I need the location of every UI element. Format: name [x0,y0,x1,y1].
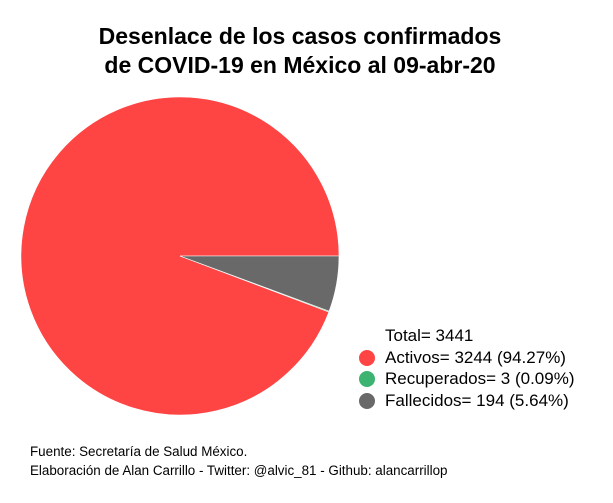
legend-marker-recuperados [359,371,375,387]
footer-credit: Elaboración de Alan Carrillo - Twitter: … [30,463,448,478]
legend-total: Total= 3441 [385,326,474,345]
legend-marker-activos [359,349,375,366]
legend: Total= 3441 Activos= 3244 (94.27%) Recup… [356,325,574,411]
chart-title: Desenlace de los casos confirmados de CO… [0,22,600,80]
chart-title-line-1: Desenlace de los casos confirmados [98,23,502,49]
chart-title-line-2: de COVID-19 en México al 09-abr-20 [104,52,496,78]
legend-label-recuperados: Recuperados= 3 (0.09%) [385,369,575,388]
footer-source: Fuente: Secretaría de Salud México. [30,444,248,459]
legend-item-activos: Activos= 3244 (94.27%) [356,347,574,369]
legend-label-fallecidos: Fallecidos= 194 (5.64%) [385,390,569,410]
legend-item-fallecidos: Fallecidos= 194 (5.64%) [356,390,574,412]
legend-marker-fallecidos [359,392,375,409]
legend-item-recuperados: Recuperados= 3 (0.09%) [356,368,574,390]
legend-label-activos: Activos= 3244 (94.27%) [385,347,566,367]
footer: Fuente: Secretaría de Salud México. Elab… [30,442,448,480]
pie-slices [20,96,340,416]
pie-slice-fallecidos [179,255,340,312]
